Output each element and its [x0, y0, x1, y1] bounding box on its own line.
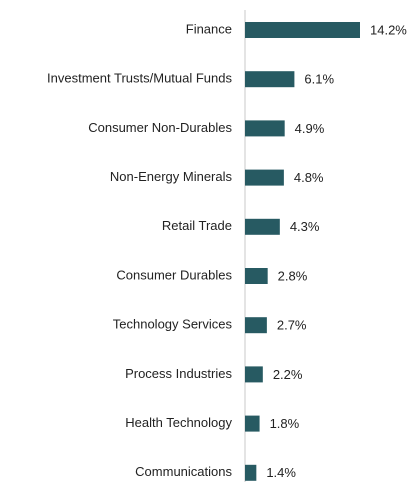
bar [245, 218, 280, 235]
bar [245, 169, 284, 186]
bar [245, 120, 285, 137]
category-label: Consumer Non-Durables [88, 120, 232, 135]
value-label: 4.9% [295, 121, 325, 136]
value-label: 1.4% [266, 465, 296, 480]
value-label: 14.2% [370, 22, 407, 37]
category-label: Consumer Durables [116, 267, 232, 282]
category-label: Retail Trade [162, 218, 232, 233]
value-label: 4.8% [294, 170, 324, 185]
bar [245, 317, 267, 334]
value-label: 2.2% [273, 367, 303, 382]
value-label: 2.8% [278, 268, 308, 283]
category-label: Technology Services [113, 317, 233, 332]
category-label: Process Industries [125, 366, 232, 381]
value-label: 4.3% [290, 219, 320, 234]
category-label: Non-Energy Minerals [110, 169, 233, 184]
category-label: Finance [186, 21, 232, 36]
category-label: Communications [135, 464, 232, 479]
bar [245, 268, 268, 284]
bar [245, 71, 295, 88]
bar [245, 22, 360, 38]
bar [245, 464, 257, 481]
value-label: 6.1% [304, 72, 334, 87]
value-label: 2.7% [277, 318, 307, 333]
category-label: Investment Trusts/Mutual Funds [47, 71, 232, 86]
bar [245, 415, 260, 432]
value-label: 1.8% [270, 416, 300, 431]
bar [245, 366, 263, 383]
category-label: Health Technology [125, 415, 232, 430]
